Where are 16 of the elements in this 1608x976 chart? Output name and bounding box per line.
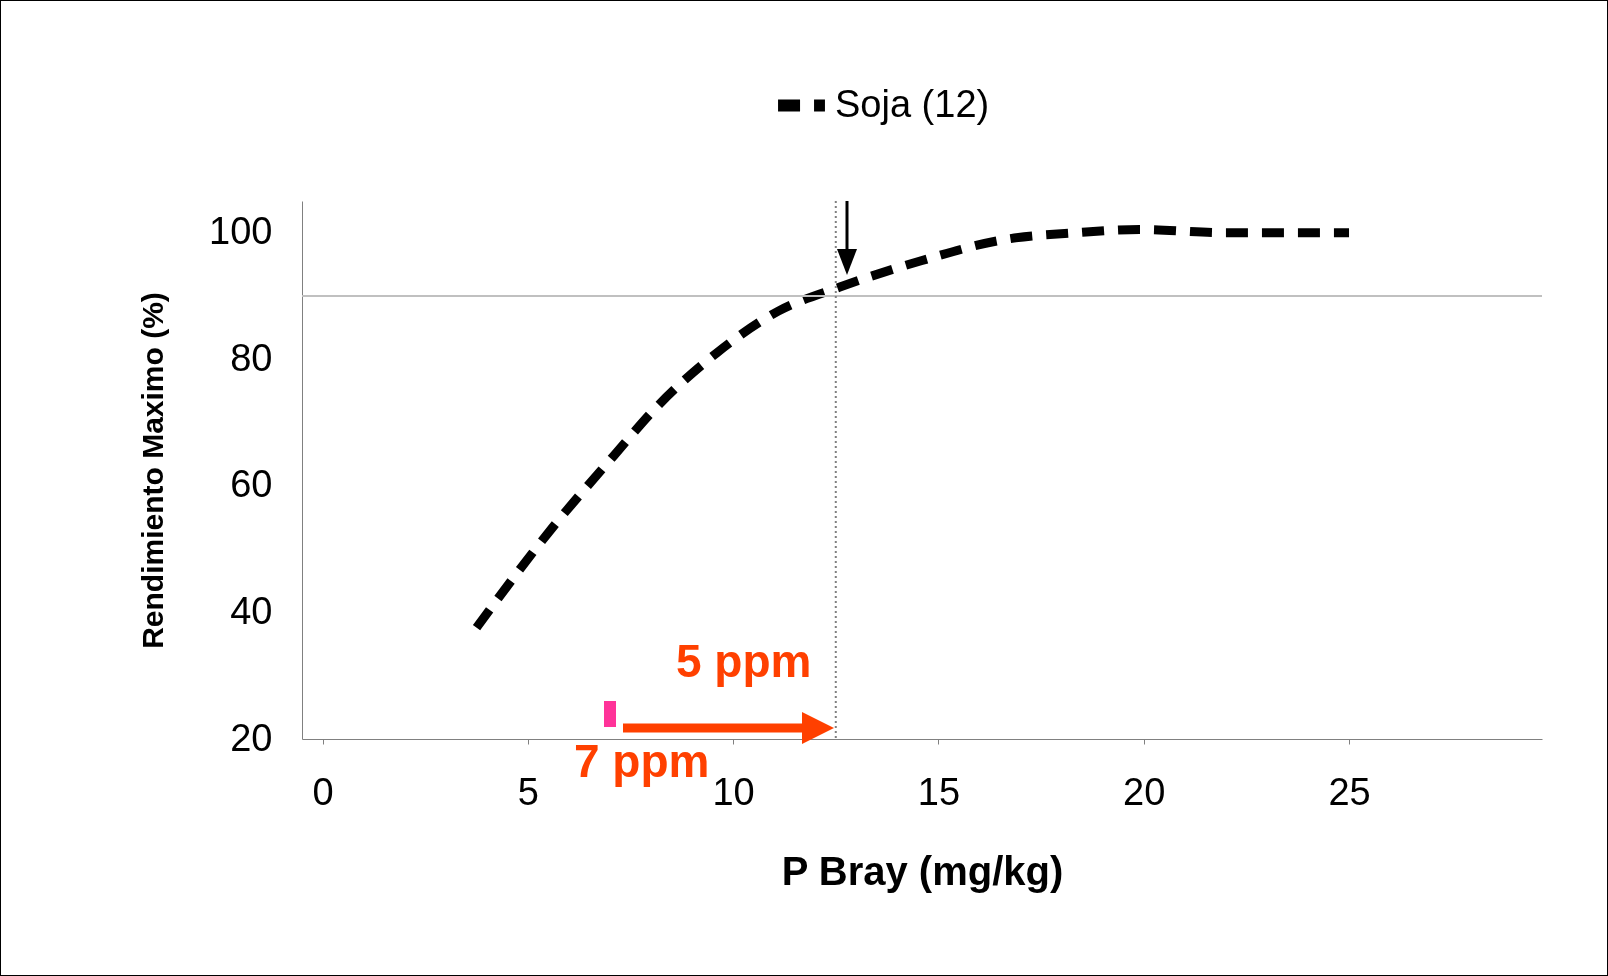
x-tick-label: 25 — [1328, 770, 1371, 813]
x-tick-label: 15 — [917, 770, 961, 813]
x-tick-label: 10 — [712, 770, 755, 813]
legend-label: Soja (12) — [835, 82, 990, 125]
y-axis-title: Rendimiento Maximo (%) — [136, 292, 170, 649]
x-axis-title: P Bray (mg/kg) — [781, 848, 1064, 893]
y-tick-label: 20 — [230, 716, 273, 759]
annotation: 7 ppm — [574, 734, 710, 788]
x-tick-label: 0 — [312, 770, 334, 813]
y-tick-label: 60 — [230, 463, 273, 506]
y-tick-label: 40 — [230, 589, 273, 632]
x-tick-label: 20 — [1123, 770, 1166, 813]
y-tick-label: 80 — [230, 336, 273, 379]
y-tick-label: 100 — [209, 210, 273, 253]
x-tick-label: 5 — [517, 770, 539, 813]
annotation: 5 ppm — [676, 634, 812, 688]
